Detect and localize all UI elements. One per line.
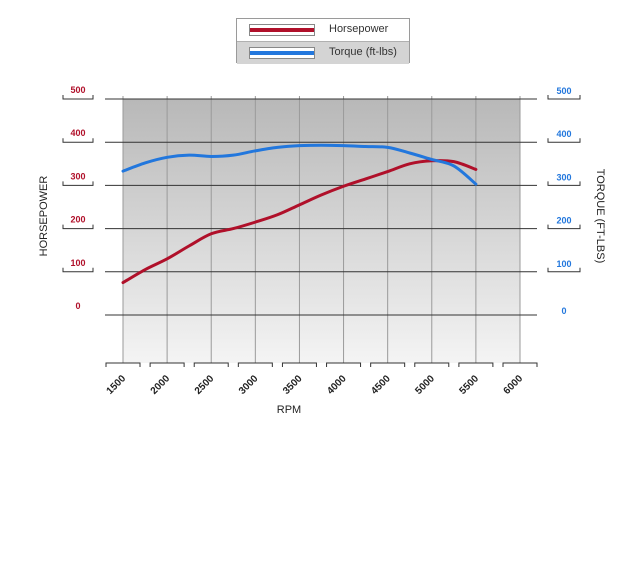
y-tick-bracket-left bbox=[62, 224, 94, 230]
x-tick-bracket bbox=[502, 362, 538, 367]
y-tick-bracket-left bbox=[62, 267, 94, 273]
y-axis-title-right: TORQUE (FT-LBS) bbox=[594, 169, 606, 264]
series-lines bbox=[121, 143, 478, 285]
plot-area bbox=[123, 99, 520, 363]
x-tick-bracket bbox=[281, 362, 317, 367]
x-tick-bracket bbox=[414, 362, 450, 367]
x-tick-label: 5500 bbox=[457, 373, 481, 397]
grid-lines bbox=[105, 96, 537, 363]
x-tick-bracket bbox=[326, 362, 362, 367]
x-tick-label: 6000 bbox=[502, 373, 526, 397]
x-tick-label: 2500 bbox=[193, 373, 217, 397]
y-tick-right: 500 bbox=[556, 86, 571, 96]
x-tick-label: 2000 bbox=[149, 373, 173, 397]
y-tick-bracket-right bbox=[547, 267, 581, 273]
x-tick-label: 3500 bbox=[281, 373, 305, 397]
legend-item-torque: Torque (ft-lbs) bbox=[237, 41, 409, 64]
horsepower-swatch bbox=[249, 24, 315, 36]
y-tick-bracket-right bbox=[547, 95, 581, 100]
x-tick-label: 4500 bbox=[369, 373, 393, 397]
y-tick-right: 300 bbox=[556, 172, 571, 182]
y-tick-right: 0 bbox=[561, 306, 566, 316]
x-tick-label: 3000 bbox=[237, 373, 261, 397]
y-tick-bracket-right bbox=[547, 181, 581, 186]
legend-item-horsepower: Horsepower bbox=[237, 19, 409, 41]
x-tick-bracket bbox=[458, 362, 494, 367]
x-tick-bracket bbox=[105, 362, 141, 367]
chart-legend: Horsepower Torque (ft-lbs) bbox=[236, 18, 410, 64]
y-tick-left: 400 bbox=[70, 128, 85, 138]
y-axis-title-left: HORSEPOWER bbox=[38, 176, 50, 257]
y-tick-bracket-left bbox=[62, 138, 94, 143]
y-tick-bracket-left bbox=[62, 181, 94, 186]
y-tick-left: 500 bbox=[70, 85, 85, 95]
horsepower-line bbox=[121, 159, 478, 285]
y-tick-bracket-left bbox=[62, 95, 94, 100]
x-tick-bracket bbox=[237, 362, 273, 367]
legend-label-torque: Torque (ft-lbs) bbox=[329, 46, 397, 58]
y-tick-right: 400 bbox=[556, 129, 571, 139]
y-tick-left: 200 bbox=[70, 215, 85, 225]
legend-label-horsepower: Horsepower bbox=[329, 23, 389, 35]
x-tick-bracket bbox=[370, 362, 406, 367]
x-tick-bracket bbox=[193, 362, 229, 367]
torque-swatch bbox=[249, 47, 315, 59]
x-tick-bracket bbox=[149, 362, 185, 367]
y-tick-left: 0 bbox=[75, 301, 80, 311]
y-tick-bracket-right bbox=[547, 138, 581, 143]
x-tick-label: 4000 bbox=[325, 373, 349, 397]
y-tick-bracket-right bbox=[547, 224, 581, 230]
x-axis-title: RPM bbox=[277, 404, 301, 416]
x-tick-label: 1500 bbox=[105, 373, 129, 397]
torque-line bbox=[121, 143, 478, 186]
y-tick-right: 100 bbox=[556, 259, 571, 269]
y-tick-left: 300 bbox=[70, 171, 85, 181]
y-tick-right: 200 bbox=[556, 216, 571, 226]
x-tick-label: 5000 bbox=[413, 373, 437, 397]
axis-labels: HORSEPOWER TORQUE (FT-LBS) RPM bbox=[38, 169, 606, 416]
y-tick-left: 100 bbox=[70, 258, 85, 268]
